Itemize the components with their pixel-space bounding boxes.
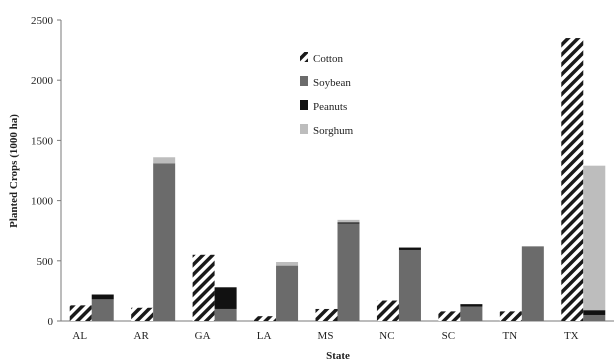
bar-tx-soybean [583,314,606,321]
bar-ms-sorghum [337,219,360,223]
legend-swatch-sorghum [300,124,308,134]
bar-sc-soybean [460,306,483,321]
legend-label-sorghum: Sorghum [313,125,354,137]
bar-nc-peanuts [398,247,421,250]
x-tick-label: NC [379,330,394,342]
y-tick-label: 1000 [31,196,54,208]
bar-tx-sorghum [583,165,606,311]
x-tick-label: TX [564,330,579,342]
legend: Cotton Soybean Peanuts Sorghum [300,52,354,137]
bar-tx-peanuts [583,310,606,315]
bar-nc-soybean [398,249,421,321]
bar-tx-cotton [561,38,584,322]
x-tick-label: GA [195,330,211,342]
bar-sc-cotton [438,311,461,321]
bar-ar-sorghum [153,157,176,164]
bar-sc-peanuts [460,304,483,307]
bar-ms-cotton [315,308,338,321]
bar-ms-soybean [337,223,360,321]
x-tick-label: SC [442,330,455,342]
bar-ga-cotton [192,254,215,321]
x-tick-label: MS [318,330,334,342]
y-axis-title: Planted Crops (1000 ha) [8,114,20,228]
legend-label-cotton: Cotton [313,53,343,65]
y-tick-label: 1500 [31,135,54,147]
bar-tn-cotton [499,311,522,321]
x-tick-label: LA [257,330,272,342]
bar-ar-soybean [153,163,176,321]
y-tick-label: 2000 [31,75,54,87]
bar-la-soybean [276,265,299,321]
bar-ga-soybean [214,308,237,321]
y-tick-label: 2500 [31,15,54,27]
bar-ar-cotton [131,307,154,321]
legend-swatch-cotton [300,52,308,62]
bar-ms-peanuts [337,222,360,224]
bar-tn-soybean [521,246,544,321]
legend-swatch-peanuts [300,100,308,110]
bar-al-peanuts [91,294,114,300]
legend-swatch-soybean [300,76,308,86]
bar-ga-peanuts [214,287,237,309]
x-tick-label: TN [502,330,517,342]
y-tick-label: 500 [37,256,54,268]
x-axis-title: State [326,350,350,362]
y-tick-label: 0 [48,316,54,328]
legend-label-peanuts: Peanuts [313,101,347,113]
x-tick-label: AL [72,330,87,342]
bar-la-sorghum [276,262,299,266]
bar-al-soybean [91,299,114,321]
bar-la-cotton [254,316,277,321]
x-tick-label: AR [134,330,150,342]
legend-label-soybean: Soybean [313,77,351,89]
bar-al-cotton [69,305,92,321]
bar-nc-cotton [376,300,399,321]
